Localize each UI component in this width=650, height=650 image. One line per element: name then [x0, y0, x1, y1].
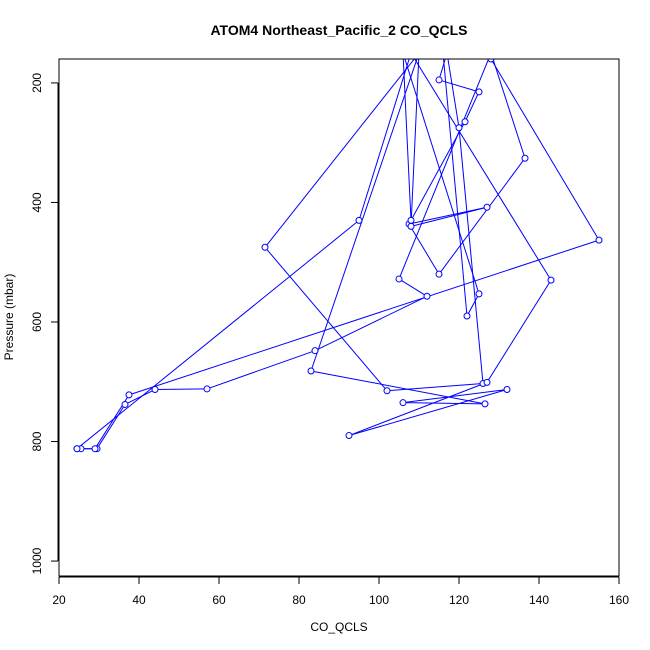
- series-line-segment: [490, 59, 600, 241]
- y-tick-label: 400: [30, 192, 44, 212]
- series-line-segment: [410, 59, 420, 227]
- chart-title: ATOM4 Northeast_Pacific_2 CO_QCLS: [210, 22, 467, 38]
- data-point: [395, 275, 403, 283]
- y-axis: 200 400 600 800 1000: [30, 73, 59, 574]
- y-tick-label: 200: [30, 73, 44, 93]
- x-tick-label: 120: [449, 593, 469, 607]
- series-line-segment: [154, 388, 208, 391]
- series-line-segment: [314, 295, 428, 352]
- data-point: [455, 124, 463, 132]
- x-tick-label: 20: [52, 593, 66, 607]
- series-line-segment: [348, 381, 488, 437]
- data-point: [203, 385, 211, 393]
- data-point: [423, 292, 431, 300]
- series-line-segment: [492, 59, 526, 159]
- data-point: [475, 290, 483, 298]
- y-tick-label: 600: [30, 312, 44, 332]
- data-point: [435, 76, 443, 84]
- series-line-segment: [96, 404, 126, 449]
- series-line-segment: [438, 157, 526, 275]
- series-line-segment: [402, 389, 508, 404]
- series-line-segment: [264, 59, 415, 248]
- data-point: [261, 243, 269, 251]
- series-line-segment: [408, 223, 440, 275]
- data-point: [503, 386, 511, 394]
- series-line-segment: [410, 121, 466, 221]
- y-tick-label: 800: [30, 431, 44, 451]
- x-tick-label: 160: [609, 593, 629, 607]
- data-point: [461, 118, 469, 126]
- series-line-segment: [486, 279, 552, 383]
- data-point: [125, 391, 133, 399]
- series-line-segment: [124, 389, 156, 405]
- series-line-segment: [386, 383, 484, 392]
- x-tick-label: 140: [529, 593, 549, 607]
- data-point: [547, 276, 555, 284]
- x-tick-label: 100: [369, 593, 389, 607]
- x-axis: 20 40 60 80 100 120 140 160: [52, 576, 629, 607]
- series-line-segment: [402, 59, 412, 221]
- x-tick-label: 60: [212, 593, 226, 607]
- series-layer: [73, 59, 603, 453]
- data-point: [483, 378, 491, 386]
- series-line-segment: [410, 206, 488, 227]
- series-line-segment: [447, 59, 460, 128]
- data-point: [121, 400, 129, 408]
- series-line-segment: [466, 293, 480, 317]
- series-line-segment: [310, 370, 486, 405]
- data-point: [383, 387, 391, 395]
- series-line-segment: [348, 389, 508, 437]
- series-line-segment: [443, 59, 468, 317]
- data-point: [355, 216, 363, 224]
- data-point: [407, 216, 415, 224]
- data-point: [481, 400, 489, 408]
- series-line-segment: [264, 246, 388, 392]
- series-line-segment: [128, 239, 600, 396]
- data-point: [311, 347, 319, 355]
- series-line-segment: [458, 127, 484, 384]
- data-point: [595, 236, 603, 244]
- series-line-segment: [464, 91, 480, 122]
- y-axis-label: Pressure (mbar): [2, 274, 16, 361]
- series-line-segment: [402, 402, 486, 405]
- data-point: [399, 399, 407, 407]
- data-point: [487, 59, 495, 63]
- series-line-segment: [398, 278, 428, 297]
- data-point: [307, 367, 315, 375]
- data-point: [151, 386, 159, 394]
- series-line-segment: [404, 59, 480, 295]
- data-point: [407, 222, 415, 230]
- series-line-segment: [414, 59, 552, 281]
- series-line-segment: [76, 219, 360, 450]
- data-point: [483, 203, 491, 211]
- data-point: [73, 445, 81, 453]
- series-line-segment: [358, 59, 410, 221]
- series-line-segment: [310, 59, 418, 372]
- data-point: [475, 88, 483, 96]
- y-tick-label: 1000: [30, 547, 44, 574]
- x-axis-label: CO_QCLS: [310, 620, 367, 634]
- series-line-segment: [438, 59, 446, 81]
- x-tick-label: 80: [292, 593, 306, 607]
- x-tick-label: 40: [132, 593, 146, 607]
- series-line-segment: [206, 350, 316, 390]
- plot-frame: [58, 58, 620, 577]
- data-point: [435, 270, 443, 278]
- data-point: [345, 432, 353, 440]
- data-point: [521, 154, 529, 162]
- data-point: [91, 445, 99, 453]
- data-point: [463, 312, 471, 320]
